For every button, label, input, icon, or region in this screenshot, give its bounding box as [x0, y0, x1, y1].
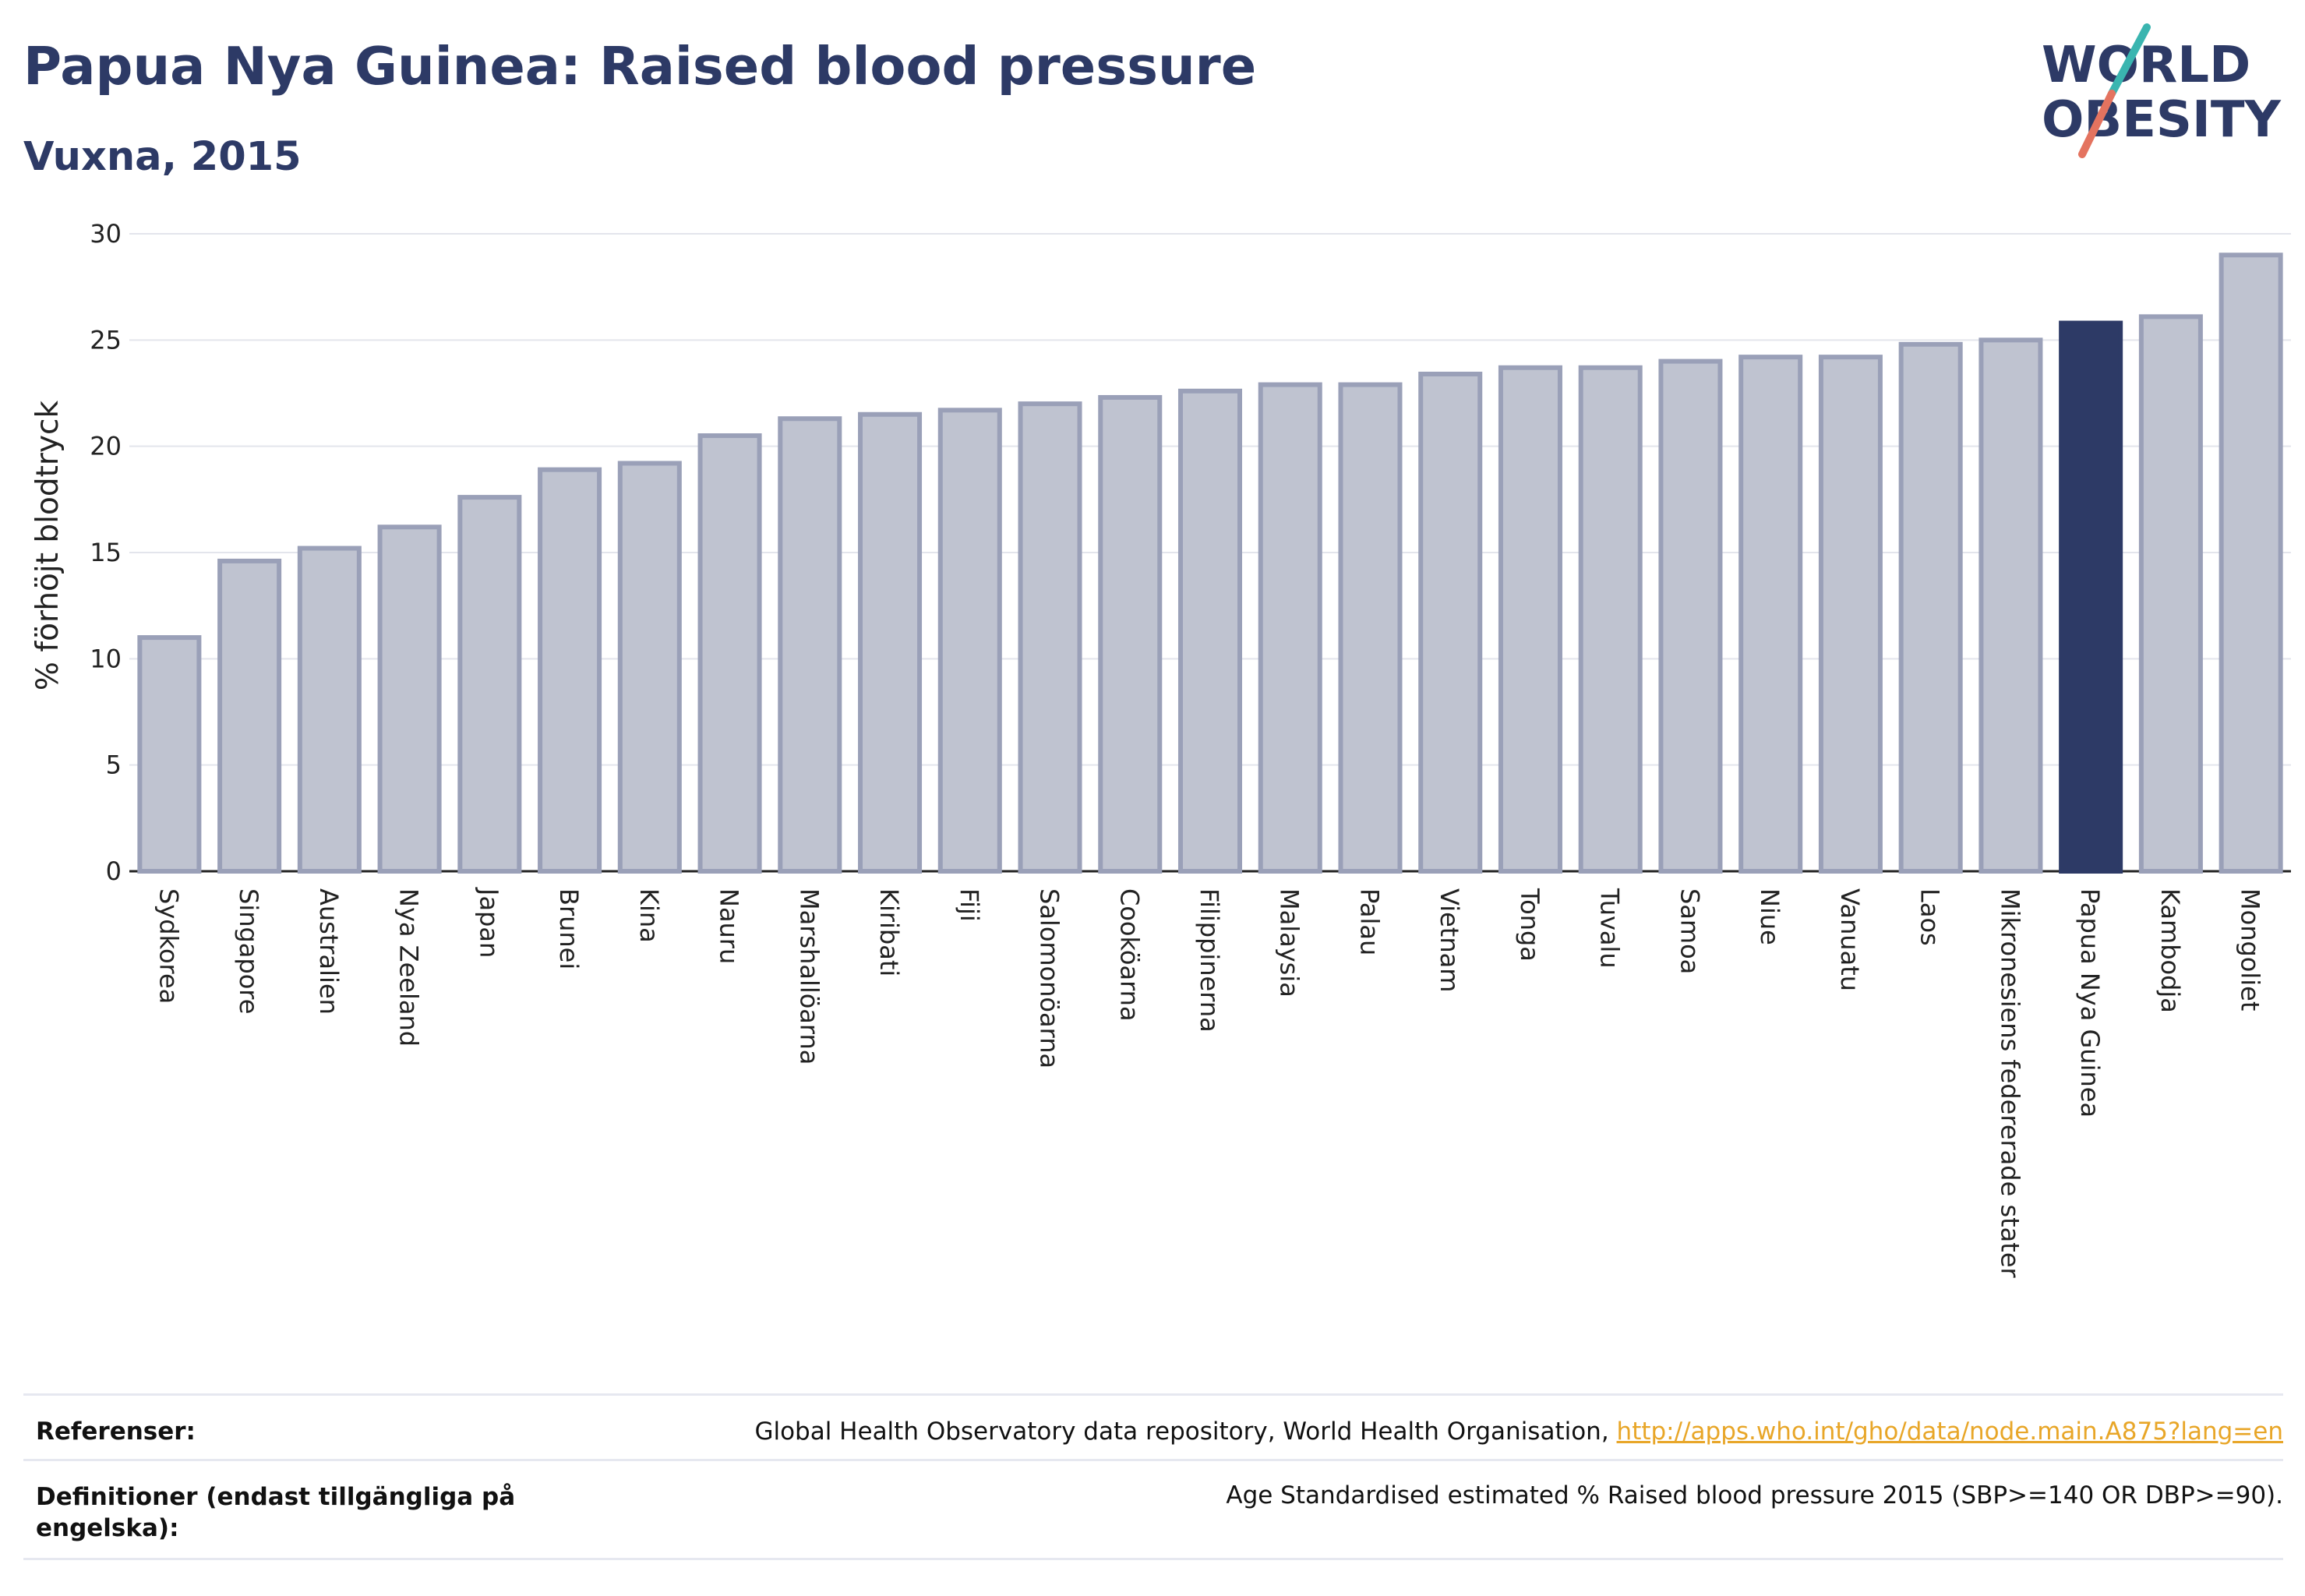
- bar-mikronesiens-federerade-stater[interactable]: [1981, 340, 2040, 871]
- references-text: Global Health Observatory data repositor…: [754, 1418, 1616, 1446]
- x-tick-label: Vanuatu: [1835, 888, 1865, 991]
- x-tick-label: Kina: [634, 888, 664, 943]
- x-tick-label: Nauru: [715, 888, 744, 964]
- x-tick-label: Tuvalu: [1595, 888, 1625, 969]
- x-tick-label: Cooköarna: [1114, 888, 1144, 1022]
- bar-kina[interactable]: [620, 463, 679, 871]
- x-tick-label: Singapore: [234, 888, 263, 1014]
- bar-marshallöarna[interactable]: [780, 418, 839, 871]
- x-tick-label: Brunei: [554, 888, 584, 969]
- bar-sydkorea[interactable]: [139, 637, 199, 871]
- y-axis-label: % förhöjt blodtryck: [30, 401, 65, 691]
- bar-laos[interactable]: [1901, 344, 1961, 871]
- bar-kambodja[interactable]: [2141, 316, 2201, 871]
- bar-layer: [139, 255, 2280, 871]
- x-tick-label: Filippinerna: [1195, 888, 1224, 1033]
- references-row: Referenser: Global Health Observatory da…: [23, 1393, 2283, 1461]
- y-tick-label: 30: [90, 219, 122, 249]
- bar-vietnam[interactable]: [1421, 374, 1480, 871]
- x-tick-label: Laos: [1915, 888, 1945, 946]
- x-tick-label: Palau: [1354, 888, 1384, 955]
- bar-samoa[interactable]: [1661, 362, 1720, 871]
- bar-tonga[interactable]: [1501, 368, 1560, 871]
- x-tick-label: Malaysia: [1275, 888, 1304, 998]
- x-tick-label: Japan: [474, 887, 503, 958]
- bar-mongoliet[interactable]: [2222, 255, 2281, 871]
- references-link[interactable]: http://apps.who.int/gho/data/node.main.A…: [1617, 1418, 2283, 1446]
- y-tick-label: 0: [106, 856, 122, 886]
- x-tick-label: Fiji: [955, 888, 984, 922]
- x-tick-label: Niue: [1755, 888, 1784, 945]
- bar-salomonöarna[interactable]: [1021, 404, 1080, 871]
- x-tick-label: Tonga: [1515, 888, 1544, 962]
- references-label: Referenser:: [36, 1418, 196, 1446]
- bar-kiribati[interactable]: [860, 415, 920, 871]
- bar-nauru[interactable]: [701, 436, 760, 871]
- definitions-label: Definitioner (endast tillgängliga på eng…: [36, 1481, 519, 1544]
- bar-singapore[interactable]: [220, 561, 279, 871]
- bar-filippinerna[interactable]: [1181, 391, 1240, 871]
- bar-japan[interactable]: [460, 497, 519, 871]
- x-tick-label: Vietnam: [1435, 888, 1464, 992]
- y-tick-label: 20: [90, 432, 122, 461]
- bar-malaysia[interactable]: [1261, 385, 1320, 871]
- bar-papua-nya-guinea[interactable]: [2061, 323, 2120, 871]
- bar-tuvalu[interactable]: [1581, 368, 1640, 871]
- x-tick-label: Marshallöarna: [794, 888, 824, 1065]
- bar-niue[interactable]: [1741, 357, 1800, 871]
- bar-vanuatu[interactable]: [1821, 357, 1880, 871]
- y-tick-label: 5: [106, 750, 122, 780]
- x-tick-label: Kiribati: [874, 888, 904, 976]
- references-text-wrap: Global Health Observatory data repositor…: [754, 1418, 2283, 1446]
- bar-cooköarna[interactable]: [1100, 397, 1160, 871]
- x-tick-label: Mongoliet: [2236, 888, 2265, 1011]
- bar-fiji[interactable]: [941, 410, 1000, 871]
- y-tick-label: 15: [90, 538, 122, 567]
- y-tick-label: 25: [90, 325, 122, 355]
- bar-australien[interactable]: [300, 549, 359, 871]
- bar-brunei[interactable]: [540, 470, 599, 871]
- x-tick-label: Kambodja: [2155, 888, 2185, 1013]
- x-tick-label: Papua Nya Guinea: [2075, 888, 2105, 1118]
- bar-palau[interactable]: [1340, 385, 1400, 871]
- x-tick-label: Salomonöarna: [1035, 888, 1064, 1068]
- x-tick-label: Samoa: [1675, 888, 1704, 974]
- y-tick-layer: 0 5 10 15 20 25 30: [90, 219, 122, 886]
- definitions-text: Age Standardised estimated % Raised bloo…: [1226, 1481, 2283, 1509]
- bar-nya-zeeland[interactable]: [380, 527, 439, 871]
- definitions-row: Definitioner (endast tillgängliga på eng…: [23, 1459, 2283, 1560]
- bar-chart: Sydkorea Singapore Australien Nya Zeeland Ja…: [0, 0, 2305, 1395]
- y-tick-label: 10: [90, 644, 122, 673]
- x-tick-label: Australien: [314, 888, 344, 1015]
- x-tick-label: Nya Zeeland: [394, 888, 424, 1047]
- x-tick-label: Sydkorea: [154, 888, 183, 1004]
- x-tick-label: Mikronesiens federerade stater: [1995, 888, 2024, 1279]
- x-tick-layer: Sydkorea Singapore Australien Nya Zeeland Ja…: [154, 887, 2264, 1279]
